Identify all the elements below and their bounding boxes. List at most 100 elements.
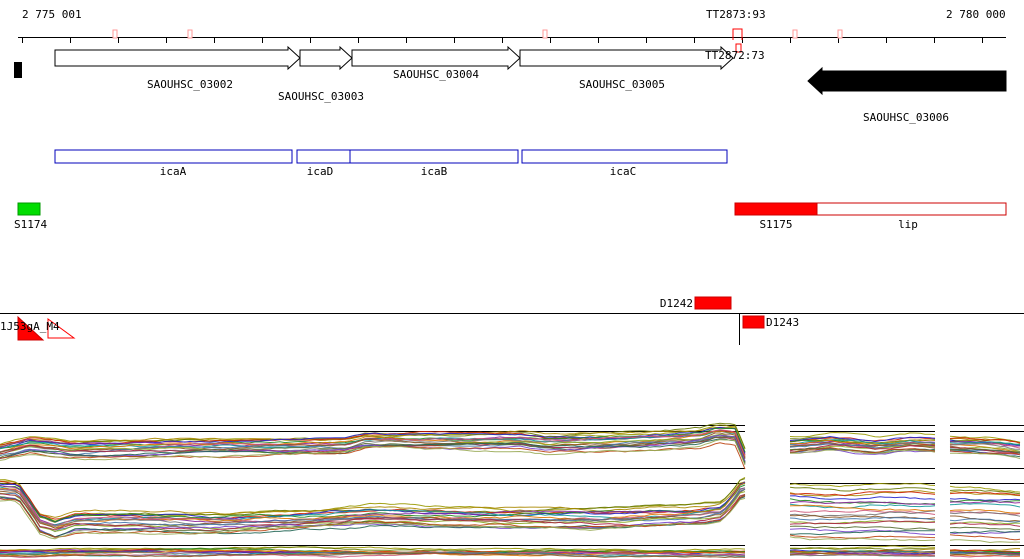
coverage-trace-upper-coverage [949, 452, 1021, 460]
coverage-trace-lower-coverage [949, 509, 1021, 514]
coverage-trace-bottom-band [0, 546, 746, 553]
gene-arrow-saouhsc_03002[interactable] [54, 45, 301, 71]
coverage-trace-lower-coverage [949, 489, 1021, 495]
ruler-pink-mark [792, 29, 798, 39]
coverage-trace-bottom-band [789, 551, 936, 555]
gene-label-saouhsc_03003: SAOUHSC_03003 [277, 90, 365, 103]
coverage-trace-lower-coverage [949, 518, 1021, 523]
coverage-trace-lower-coverage [789, 516, 936, 521]
feature-box-d1243[interactable] [742, 315, 765, 329]
gene-label-saouhsc_03004: SAOUHSC_03004 [392, 68, 480, 81]
ruler-pink-mark [112, 29, 118, 39]
operon-label-icaB: icaB [420, 165, 448, 178]
coverage-trace-upper-coverage [949, 441, 1021, 446]
coverage-trace-lower-coverage [949, 503, 1021, 508]
gene-arrow-saouhsc_03006[interactable] [807, 66, 1007, 96]
coverage-trace-upper-coverage [949, 443, 1021, 450]
gene-arrow-saouhsc_03005[interactable] [519, 45, 734, 71]
coverage-trace-lower-coverage [789, 509, 936, 515]
operon-label-icaA: icaA [159, 165, 187, 178]
feature-box-d1242[interactable] [694, 296, 732, 310]
feature-box-lip[interactable] [816, 202, 1007, 216]
coverage-trace-upper-coverage [950, 448, 1021, 454]
ruler-marker-top-label: TT2873:93 [706, 8, 766, 21]
ruler-start-coordinate: 2 775 001 [22, 8, 82, 21]
gene-label-saouhsc_03002: SAOUHSC_03002 [146, 78, 234, 91]
coverage-trace-lower-coverage [949, 522, 1021, 527]
gene-arrow-saouhsc_03003[interactable] [299, 45, 353, 71]
misc-flag-0[interactable] [17, 315, 45, 341]
coverage-trace-upper-coverage [789, 439, 936, 445]
gene-arrow-saouhsc_03004[interactable] [351, 45, 521, 71]
coverage-trace-lower-coverage [789, 504, 936, 512]
ruler-red-tick [735, 43, 742, 53]
coverage-trace-lower-coverage [949, 500, 1021, 504]
coverage-trace-upper-coverage [0, 439, 746, 466]
coverage-trace-lower-coverage [949, 530, 1021, 534]
feature-label-s1175: S1175 [759, 218, 793, 231]
feature-label-lip: lip [898, 218, 918, 231]
coverage-trace-upper-coverage [789, 449, 936, 455]
coverage-trace-bottom-band [789, 550, 936, 554]
coverage-trace-bottom-band [789, 552, 936, 556]
coverage-trace-lower-coverage [790, 530, 935, 536]
feature-label-d1243: D1243 [766, 316, 800, 329]
ruler-pink-mark [542, 29, 548, 39]
coverage-trace-lower-coverage [0, 488, 746, 527]
coverage-trace-lower-coverage [0, 493, 746, 532]
operon-label-icaC: icaC [609, 165, 637, 178]
gene-label-saouhsc_03005: SAOUHSC_03005 [578, 78, 666, 91]
coverage-trace-lower-coverage [789, 482, 936, 488]
ruler-end-coordinate: 2 780 000 [946, 8, 1006, 21]
coverage-trace-lower-coverage [789, 528, 936, 535]
coverage-trace-lower-coverage [949, 498, 1021, 501]
coverage-trace-upper-coverage [789, 439, 936, 445]
coverage-trace-bottom-band [949, 553, 1021, 556]
coverage-trace-upper-coverage [789, 440, 936, 447]
coverage-trace-lower-coverage [789, 486, 936, 492]
coverage-trace-bottom-band [949, 549, 1021, 553]
coverage-trace-lower-coverage [949, 485, 1021, 493]
coverage-trace-bottom-band [789, 553, 936, 557]
coverage-trace-lower-coverage [0, 480, 746, 518]
coverage-trace-bottom-band [0, 546, 746, 552]
coverage-trace-lower-coverage [949, 534, 1021, 541]
coverage-trace-upper-coverage [789, 446, 936, 454]
coverage-trace-upper-coverage [0, 426, 746, 453]
ruler-marker-bottom-label: TT2872:73 [705, 49, 765, 62]
coverage-trace-lower-coverage [949, 526, 1021, 531]
coverage-trace-lower-coverage [789, 491, 936, 497]
gene-label-saouhsc_03006: SAOUHSC_03006 [862, 111, 950, 124]
operon-box-icaB[interactable] [349, 149, 519, 164]
coverage-trace-lower-coverage [949, 539, 1020, 544]
coverage-trace-bottom-band [949, 555, 1021, 558]
coverage-trace-lower-coverage [789, 520, 936, 525]
coverage-trace-lower-coverage [0, 497, 746, 540]
coverage-trace-upper-coverage [949, 443, 1021, 453]
coverage-trace-lower-coverage [789, 495, 936, 500]
operon-box-icaC[interactable] [521, 149, 728, 164]
feature-label-d1242: D1242 [659, 297, 693, 310]
feature-box-s1174[interactable] [17, 202, 41, 216]
coverage-trace-bottom-band [0, 552, 746, 559]
misc-flag-1[interactable] [47, 318, 76, 339]
coverage-trace-lower-coverage [789, 525, 936, 530]
coverage-trace-lower-coverage [789, 501, 936, 506]
operon-box-icaA[interactable] [54, 149, 293, 164]
partial-feature-box[interactable] [14, 62, 22, 78]
coverage-trace-lower-coverage [789, 536, 936, 541]
operon-box-icaD[interactable] [296, 149, 351, 164]
feature-box-s1175[interactable] [734, 202, 818, 216]
ruler-pink-mark [187, 29, 193, 39]
coverage-trace-upper-coverage [789, 435, 936, 443]
coverage-trace-lower-coverage [0, 482, 746, 529]
coverage-trace-lower-coverage [949, 491, 1021, 496]
coverage-trace-upper-coverage [0, 434, 746, 462]
coverage-trace-lower-coverage [0, 491, 746, 532]
coverage-trace-lower-coverage [949, 511, 1021, 517]
coverage-trace-lower-coverage [789, 534, 936, 539]
coverage-trace-lower-coverage [789, 498, 936, 505]
misc-flag-label: 1J53gA_M4 [0, 320, 60, 333]
ruler-pink-mark [837, 29, 843, 39]
